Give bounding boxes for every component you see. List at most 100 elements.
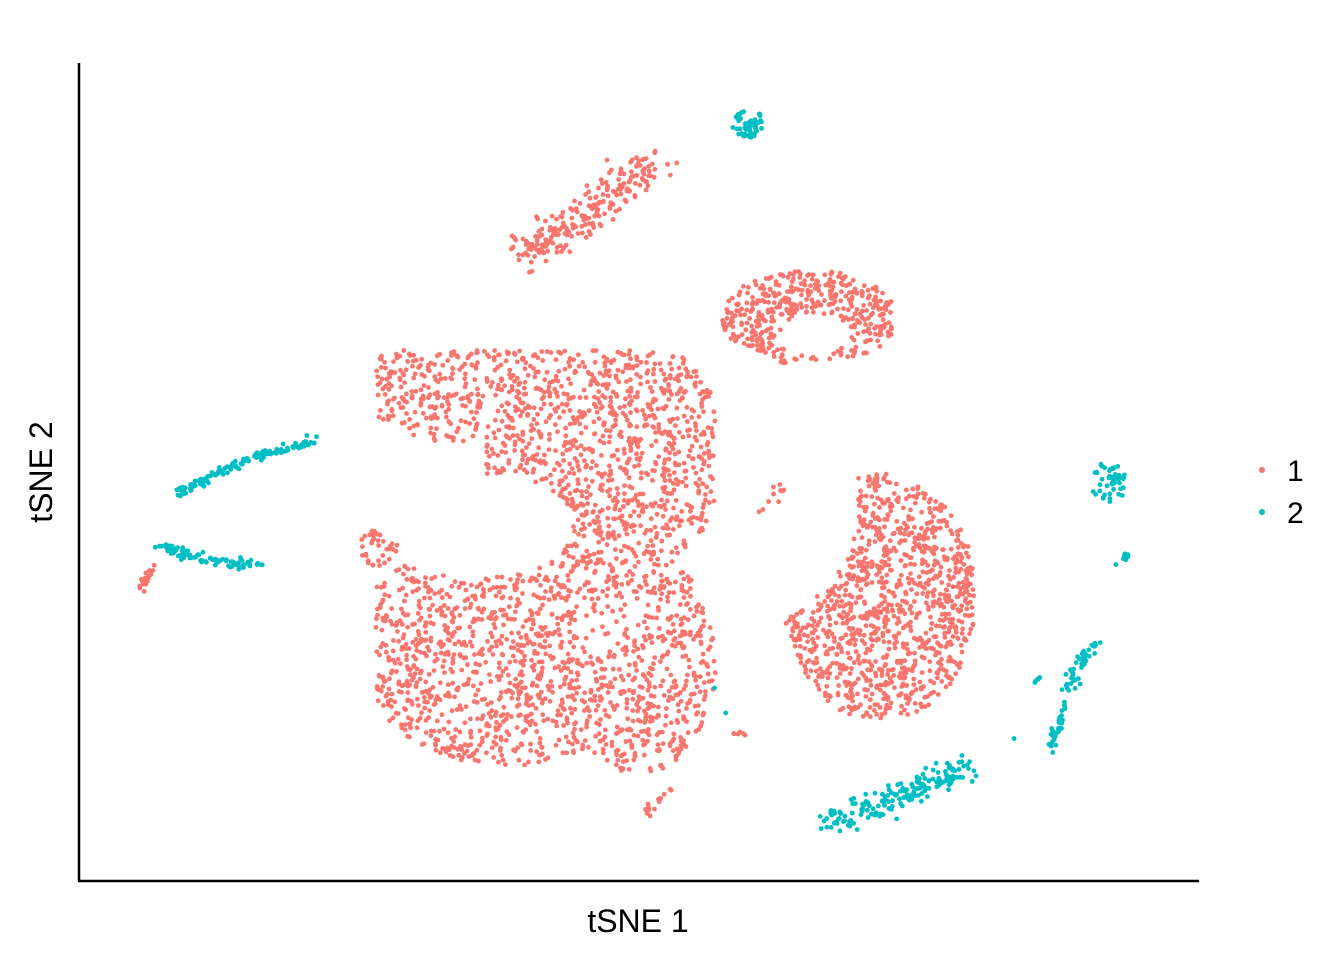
data-point — [405, 624, 410, 630]
data-point — [475, 687, 481, 693]
data-point — [578, 452, 584, 458]
data-point — [898, 538, 904, 544]
data-point — [940, 547, 946, 552]
data-point — [624, 626, 629, 632]
data-point — [877, 344, 883, 349]
data-point — [643, 613, 649, 619]
data-point — [680, 570, 686, 575]
data-point — [398, 367, 403, 373]
data-point — [852, 680, 858, 686]
data-point — [568, 613, 574, 619]
data-point — [669, 549, 675, 555]
data-point — [848, 705, 854, 711]
data-point — [377, 532, 383, 538]
data-point — [421, 396, 426, 402]
data-point — [760, 347, 766, 353]
data-point — [705, 647, 711, 652]
data-point — [921, 655, 927, 661]
data-point — [847, 711, 852, 717]
data-point — [599, 404, 605, 410]
data-point — [437, 371, 442, 377]
data-point — [622, 689, 627, 695]
data-point — [843, 581, 848, 587]
data-point — [685, 419, 690, 424]
data-point — [658, 597, 663, 602]
data-point — [881, 476, 887, 482]
data-point — [623, 739, 629, 744]
data-point — [836, 683, 841, 688]
data-point — [426, 672, 432, 677]
data-point — [608, 399, 614, 405]
data-point — [873, 670, 878, 676]
data-point — [863, 322, 868, 327]
data-point — [508, 689, 514, 694]
data-point — [457, 729, 463, 735]
data-point — [521, 467, 527, 473]
data-point — [908, 561, 913, 567]
data-point — [678, 622, 684, 628]
data-point — [483, 576, 489, 582]
data-point — [538, 406, 544, 412]
data-point — [510, 244, 516, 250]
data-point — [556, 664, 562, 669]
data-point — [436, 590, 442, 595]
data-point — [852, 706, 858, 712]
data-point — [559, 639, 565, 645]
data-point — [776, 282, 782, 288]
data-point — [427, 708, 432, 713]
data-point — [530, 680, 536, 686]
data-point — [582, 458, 587, 463]
data-point — [523, 250, 529, 256]
data-point — [563, 674, 569, 680]
data-point — [896, 674, 902, 679]
data-point — [587, 522, 592, 527]
data-point — [679, 584, 685, 590]
data-point — [880, 633, 886, 639]
data-point — [626, 352, 632, 357]
data-point — [950, 605, 956, 611]
data-point — [583, 395, 589, 400]
data-point — [897, 578, 902, 583]
data-point — [933, 760, 939, 766]
data-point — [523, 633, 529, 638]
data-point — [545, 248, 551, 254]
data-point — [920, 771, 926, 777]
data-point — [766, 345, 772, 351]
data-point — [382, 580, 387, 586]
data-point — [619, 519, 625, 524]
data-point — [876, 483, 882, 489]
data-point — [931, 525, 936, 530]
data-point — [750, 343, 756, 348]
data-point — [423, 629, 429, 635]
data-point — [651, 413, 657, 419]
data-point — [849, 335, 855, 340]
data-point — [382, 359, 387, 365]
data-point — [712, 670, 718, 676]
data-point — [405, 733, 410, 739]
data-point — [632, 564, 638, 569]
data-point — [566, 588, 571, 593]
data-point — [831, 808, 837, 814]
data-point — [540, 665, 545, 671]
data-point — [947, 763, 952, 768]
data-point — [630, 173, 635, 179]
legend-item-1: 1 — [1259, 455, 1304, 488]
data-point — [876, 536, 882, 541]
data-point — [846, 290, 852, 296]
data-point — [771, 491, 776, 497]
data-point — [444, 591, 450, 597]
data-point — [813, 304, 819, 309]
data-point — [879, 673, 885, 678]
data-point — [667, 361, 673, 366]
data-point — [770, 334, 776, 340]
data-point — [607, 434, 613, 439]
data-point — [889, 567, 894, 573]
data-point — [447, 693, 452, 699]
data-point — [934, 779, 939, 785]
data-point — [734, 126, 740, 132]
data-point — [443, 409, 449, 415]
data-point — [547, 698, 553, 704]
data-point — [829, 631, 835, 637]
data-point — [915, 793, 921, 798]
